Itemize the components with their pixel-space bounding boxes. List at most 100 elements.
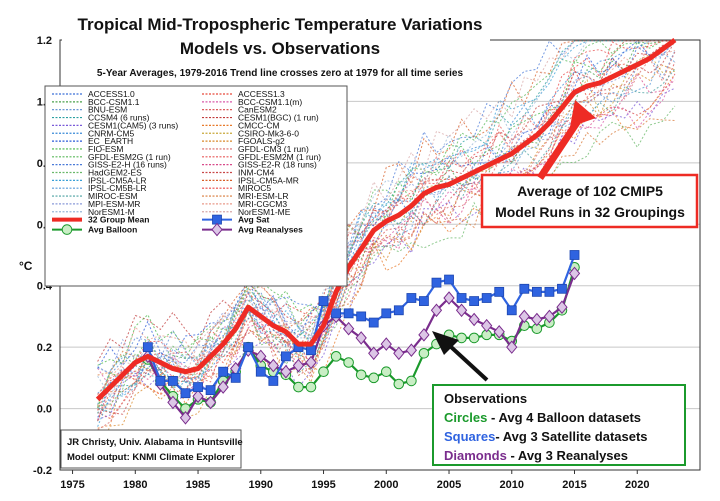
- satellite-square-marker: [544, 286, 555, 297]
- balloon-circle-marker: [468, 332, 480, 344]
- y-tick-label: -0.2: [33, 465, 52, 477]
- satellite-square-marker: [419, 296, 429, 306]
- legend-model-label: BNU-ESM: [88, 105, 127, 115]
- reanalysis-diamond-marker: [481, 318, 493, 333]
- legend-model-label: BCC-CSM1.1: [88, 97, 140, 107]
- model-run-line: [97, 40, 675, 420]
- legend-model-label: IPSL-CM5A-MR: [238, 175, 299, 185]
- reanalysis-diamond-marker: [255, 349, 267, 364]
- legend-model-label: GFDL-ESM2G (1 run): [88, 152, 171, 162]
- legend-model-label: NorESM1-ME: [238, 207, 291, 217]
- legend-series-label: 32 Group Mean: [88, 215, 149, 225]
- observations-arrow-head: [432, 331, 459, 355]
- reanalysis-diamond-marker: [430, 303, 443, 318]
- legend-model-label: MIROC-ESM: [88, 191, 138, 201]
- reanalysis-diamond-marker: [211, 222, 223, 237]
- model-annotation-line-2: Model Runs in 32 Groupings: [495, 204, 685, 220]
- satellite-square-marker: [318, 296, 329, 306]
- credit-box: [60, 429, 242, 469]
- reanalysis-diamond-marker: [280, 364, 292, 379]
- satellite-square-marker: [431, 277, 442, 288]
- satellite-square-marker: [230, 372, 241, 383]
- reanalysis-diamond-marker: [192, 389, 204, 404]
- satellite-square-marker: [557, 283, 567, 294]
- model-run-line: [97, 73, 676, 429]
- x-tick-label: 1985: [186, 479, 210, 491]
- balloon-circle-marker: [355, 369, 367, 381]
- balloon-circle-marker: [406, 375, 417, 387]
- y-tick-label: 0.2: [37, 342, 52, 354]
- credit-annotation: JR Christy, Univ. Alabama in Huntsville …: [60, 429, 243, 469]
- satellite-square-marker: [218, 366, 229, 377]
- balloon-circle-marker: [456, 332, 467, 344]
- model-run-line: [97, 40, 675, 422]
- balloon-circle-marker: [330, 351, 342, 362]
- reanalysis-diamond-marker: [556, 300, 568, 314]
- reanalysis-diamond-marker: [167, 395, 179, 410]
- satellite-square-marker: [243, 342, 254, 353]
- reanalysis-diamond-marker: [405, 343, 418, 357]
- model-annotation-box: [480, 173, 699, 229]
- satellite-square-marker: [481, 293, 492, 303]
- y-axis-label: °C: [19, 259, 33, 273]
- observations-line-circles: Circles - Avg 4 Balloon datasets: [444, 410, 641, 425]
- legend-box: [44, 85, 348, 287]
- reanalysis-diamond-marker: [355, 331, 367, 345]
- satellite-square-marker: [268, 376, 279, 386]
- legend-model-label: MIROC5: [238, 183, 271, 193]
- legend-model-label: MPI-ESM-MR: [88, 199, 140, 209]
- title-background: [62, 5, 490, 85]
- observations-arrow-shaft: [448, 344, 489, 382]
- observations-line-squares: Squares- Avg 3 Satellite datasets: [444, 429, 648, 444]
- balloon-circle-marker: [393, 378, 405, 390]
- reanalysis-diamond-marker: [342, 321, 355, 336]
- series-avg-sat: [142, 250, 580, 399]
- satellite-square-marker: [343, 308, 354, 319]
- legend-model-label: IPSL-CM5A-LR: [88, 175, 147, 185]
- reanalysis-diamond-marker: [418, 328, 430, 342]
- legend-model-label: ACCESS1.3: [238, 89, 285, 99]
- satellite-square-marker: [155, 376, 166, 386]
- model-annotation-line-1: Average of 102 CMIP5: [517, 183, 663, 199]
- satellite-square-marker: [406, 293, 417, 303]
- reanalysis-diamond-marker: [204, 395, 217, 410]
- balloon-circle-marker: [368, 372, 380, 384]
- credit-line-1: JR Christy, Univ. Alabama in Huntsville: [67, 437, 243, 448]
- satellite-square-marker: [212, 214, 222, 225]
- x-tick-label: 1980: [123, 479, 147, 491]
- satellite-square-marker: [356, 311, 367, 322]
- legend-model-label: GFDL-ESM2M (1 run): [238, 152, 321, 162]
- reanalysis-diamond-marker: [305, 355, 317, 370]
- legend-model-label: NorESM1-M: [88, 207, 135, 217]
- x-tick-label: 2000: [374, 479, 398, 491]
- model-run-line: [97, 40, 675, 410]
- reanalysis-diamond-marker: [179, 411, 192, 425]
- balloon-circle-marker: [380, 366, 392, 378]
- balloon-circle-marker: [318, 366, 329, 378]
- model-run-line: [97, 118, 675, 391]
- legend-series-label: Avg Sat: [238, 215, 270, 225]
- chart-note: 5-Year Averages, 1979-2016 Trend line cr…: [97, 68, 464, 79]
- satellite-square-marker: [180, 388, 191, 399]
- reanalysis-diamond-marker: [543, 309, 556, 324]
- reanalysis-diamond-marker: [493, 325, 505, 339]
- observation-and-mean-series: [95, 37, 677, 425]
- reanalysis-diamond-marker: [292, 358, 305, 373]
- reanalysis-diamond-marker: [368, 346, 380, 361]
- reanalysis-diamond-marker: [217, 380, 229, 394]
- satellite-square-marker: [444, 274, 454, 285]
- reanalysis-diamond-marker: [443, 291, 455, 305]
- balloon-circle-marker: [293, 381, 304, 393]
- x-axis-ticks: 1975 1980 1985 1990 1995 2000 2005 2010 2015 2020: [60, 470, 649, 491]
- series-32-group-mean: [95, 37, 677, 402]
- model-annotation-arrow-head: [570, 100, 596, 127]
- chart-title: Tropical Mid-Tropospheric Temperature Va…: [78, 15, 483, 34]
- observations-annotation-box: [432, 384, 686, 466]
- legend-model-label: IPSL-CM5B-LR: [88, 183, 147, 193]
- reanalysis-diamond-marker: [518, 309, 530, 324]
- satellite-square-marker: [142, 342, 153, 353]
- x-tick-label: 1990: [249, 479, 273, 491]
- satellite-square-marker: [255, 366, 266, 377]
- legend-model-label: FGOALS-g2: [238, 136, 285, 146]
